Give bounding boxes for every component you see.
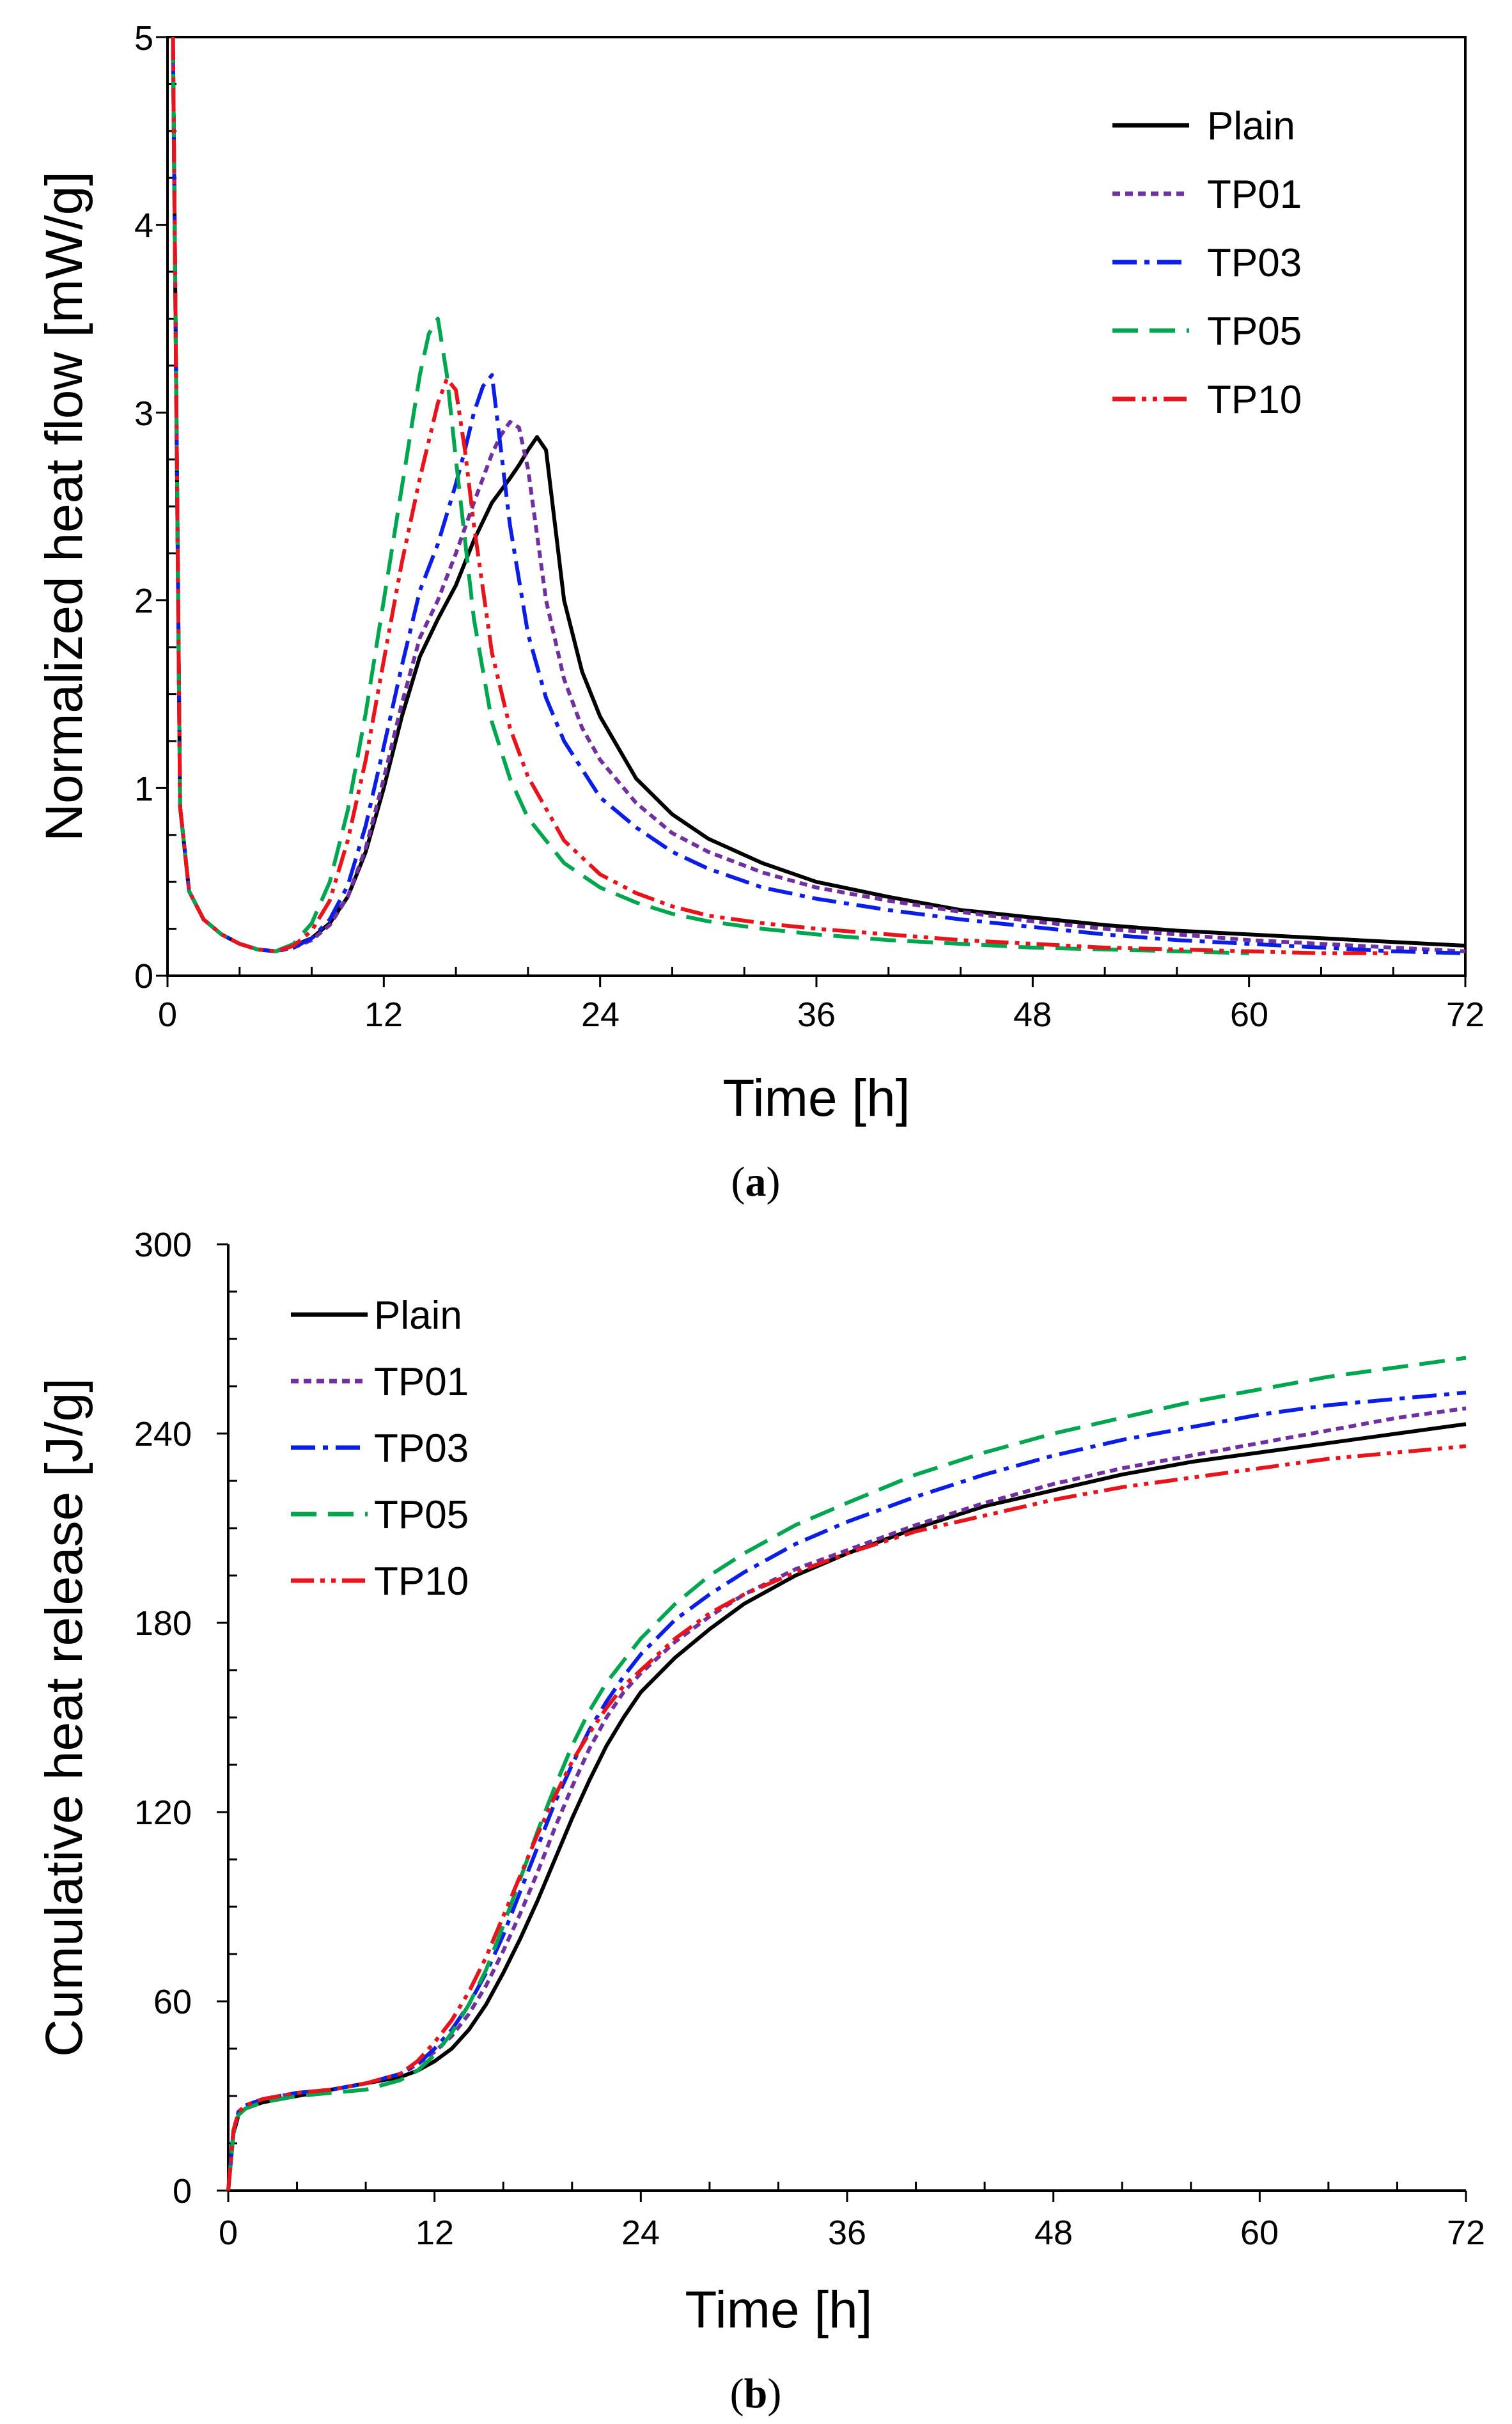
y-tick-label: 2: [134, 582, 153, 620]
legend-label: TP03: [374, 1427, 469, 1471]
y-tick-label: 0: [134, 957, 153, 996]
legend-entry: TP05: [291, 1493, 469, 1537]
legend-entry: TP10: [1112, 378, 1302, 422]
series-line-tp05: [171, 36, 1249, 955]
chart-panel-a: 0 1 2 3 4 5 0 12 24 36 48 60 72 Time [h]…: [35, 19, 1485, 1205]
legend-entry: TP10: [291, 1560, 469, 1604]
y-tick-label: 60: [153, 1983, 192, 2021]
series-line-tp01: [226, 1406, 1467, 2191]
legend-entry: Plain: [1112, 104, 1295, 148]
legend-entry: TP05: [1112, 309, 1302, 354]
chart-panel-b: 0 60 120 180 240 300 0 12 24 36 48 60 72…: [35, 1226, 1485, 2417]
y-tick-label: 3: [134, 395, 153, 433]
x-tick-label: 12: [416, 2214, 454, 2252]
x-tick-label: 72: [1447, 2214, 1485, 2252]
y-axis-title: Normalized heat flow [mW/g]: [35, 171, 93, 841]
y-tick-label: 120: [134, 1794, 192, 1832]
x-tick-label: 48: [1034, 2214, 1073, 2252]
legend-entry: Plain: [291, 1294, 462, 1338]
x-tick-label: 48: [1013, 996, 1052, 1034]
legend-label: Plain: [1207, 104, 1295, 148]
series-line-plain: [226, 1422, 1467, 2191]
series-group: [226, 1356, 1467, 2191]
x-tick-label: 72: [1446, 996, 1485, 1034]
series-line-tp10: [226, 1444, 1467, 2191]
y-tick-label: 1: [134, 770, 153, 808]
legend: Plain TP01 TP03 TP05 TP10: [1112, 104, 1302, 422]
y-tick-label: 5: [134, 19, 153, 58]
x-tick-label: 24: [621, 2214, 660, 2252]
legend-label: TP10: [1207, 378, 1302, 422]
y-tick-label: 240: [134, 1415, 192, 1453]
legend: Plain TP01 TP03 TP05 TP10: [291, 1294, 469, 1604]
x-axis-title: Time [h]: [722, 1069, 910, 1127]
caption-letter: a: [745, 1159, 767, 1205]
legend-label: TP01: [1207, 173, 1302, 217]
x-tick-label: 36: [828, 2214, 866, 2252]
x-tick-label: 0: [158, 996, 177, 1034]
x-tick-label: 60: [1230, 996, 1268, 1034]
y-axis-title: Cumulative heat release [J/g]: [35, 1378, 93, 2057]
legend-label: TP05: [374, 1493, 469, 1537]
caption-letter: b: [744, 2370, 768, 2417]
x-tick-label: 36: [797, 996, 836, 1034]
y-tick-label: 0: [173, 2172, 192, 2210]
x-axis-title: Time [h]: [685, 2281, 872, 2339]
y-tick-label: 4: [134, 207, 153, 245]
series-line-tp05: [226, 1356, 1467, 2191]
legend-entry: TP03: [291, 1427, 469, 1471]
legend-label: Plain: [374, 1294, 462, 1338]
series-group: [171, 36, 1466, 955]
panel-caption: (b): [730, 2370, 782, 2417]
legend-entry: TP03: [1112, 241, 1302, 285]
panel-caption: (a): [731, 1159, 781, 1205]
series-line-tp10: [171, 36, 1394, 955]
legend-label: TP01: [374, 1360, 469, 1404]
legend-entry: TP01: [291, 1360, 469, 1404]
y-tick-label: 300: [134, 1226, 192, 1264]
legend-label: TP03: [1207, 241, 1302, 285]
x-tick-label: 24: [581, 996, 620, 1034]
x-tick-label: 0: [219, 2214, 238, 2252]
legend-label: TP10: [374, 1560, 469, 1604]
tick-marks: [217, 1243, 1467, 2202]
legend-entry: TP01: [1112, 173, 1302, 217]
legend-label: TP05: [1207, 309, 1302, 354]
x-tick-label: 60: [1240, 2214, 1279, 2252]
x-tick-label: 12: [364, 996, 403, 1034]
y-tick-label: 180: [134, 1604, 192, 1643]
